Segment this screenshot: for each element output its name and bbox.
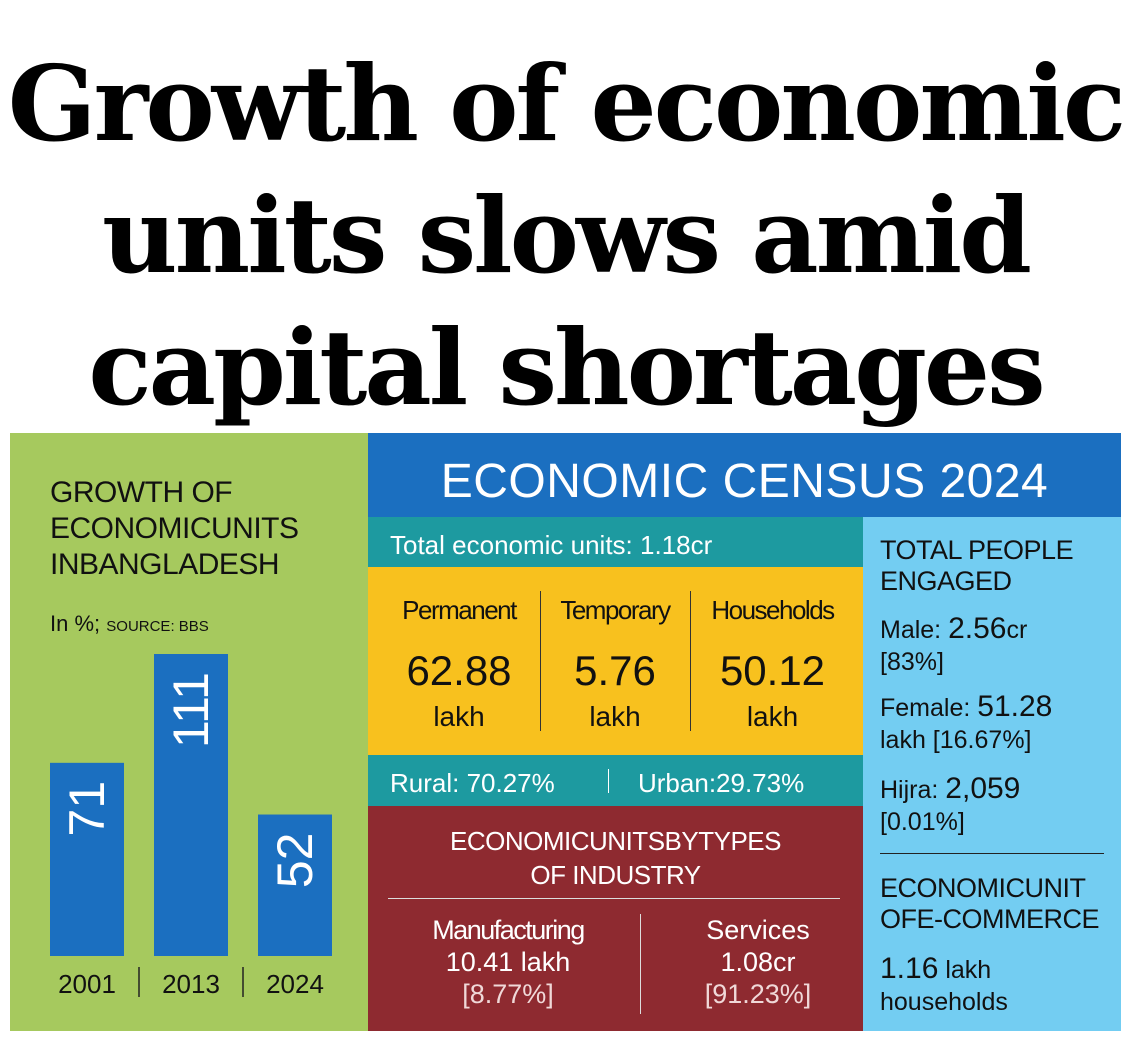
people-title-line-1: TOTAL PEOPLE bbox=[880, 535, 1074, 565]
bar-2013 bbox=[154, 654, 228, 956]
industry-manufacturing: Manufacturing 10.41 lakh [8.77%] bbox=[388, 914, 628, 1010]
industry-value: 10.41 lakh bbox=[445, 947, 571, 977]
industry-rule bbox=[388, 898, 840, 899]
headline-line-1: Growth of economic bbox=[7, 42, 1126, 165]
industry-title: ECONOMICUNITSBYTYPES OF INDUSTRY bbox=[368, 824, 863, 892]
chart-title-line-3: INBANGLADESH bbox=[50, 548, 280, 581]
type-temporary: Temporary 5.76 lakh bbox=[540, 567, 690, 755]
female-pct: lakh [16.67%] bbox=[880, 726, 1032, 754]
type-label: Permanent bbox=[402, 595, 517, 625]
hijra-value: 2,059 bbox=[945, 772, 1021, 805]
chart-title-line-1: GROWTH OF bbox=[50, 476, 233, 509]
rural-share: Rural: 70.27% bbox=[390, 768, 555, 798]
chart-title: GROWTH OF ECONOMICUNITS INBANGLADESH bbox=[50, 475, 350, 583]
type-households: Households 50.12 lakh bbox=[690, 567, 855, 755]
bar-chart: 71 2001 111 2013 52 2024 bbox=[50, 654, 332, 999]
ecom-title: ECONOMICUNIT OFE-COMMERCE bbox=[880, 873, 1100, 935]
type-label: Households bbox=[711, 595, 835, 625]
industry-value: 1.08cr bbox=[720, 947, 796, 977]
type-permanent: Permanent 62.88 lakh bbox=[378, 567, 540, 755]
ecom-unit: lakh bbox=[945, 956, 992, 984]
ecom-households: households bbox=[880, 988, 1008, 1016]
industry-pct: [91.23%] bbox=[704, 979, 812, 1009]
type-unit: lakh bbox=[433, 701, 485, 732]
growth-chart-panel: GROWTH OF ECONOMICUNITS INBANGLADESH In … bbox=[10, 433, 368, 1031]
industry-box: ECONOMICUNITSBYTYPES OF INDUSTRY Manufac… bbox=[368, 806, 863, 1031]
industry-label: Manufacturing bbox=[432, 915, 585, 945]
people-title: TOTAL PEOPLE ENGAGED bbox=[880, 535, 1074, 597]
type-value: 62.88 bbox=[406, 647, 512, 694]
industry-services: Services 1.08cr [91.23%] bbox=[668, 914, 848, 1010]
x-tick-label: 2001 bbox=[58, 969, 116, 999]
headline-line-3: capital shortages bbox=[88, 306, 1045, 429]
male-value: 2.56 bbox=[948, 612, 1007, 645]
industry-title-line-1: ECONOMICUNITSBYTYPES bbox=[450, 826, 781, 856]
female-label: Female: bbox=[880, 694, 971, 722]
bar-2024 bbox=[258, 814, 332, 956]
male-label: Male: bbox=[880, 616, 942, 644]
male-pct: [83%] bbox=[880, 648, 944, 676]
bar-value-label: 52 bbox=[267, 833, 323, 889]
people-title-line-2: ENGAGED bbox=[880, 566, 1012, 596]
people-panel: TOTAL PEOPLE ENGAGED Male: 2.56cr [83%] … bbox=[863, 517, 1121, 1031]
type-value: 50.12 bbox=[719, 647, 826, 694]
bar-2001 bbox=[50, 762, 124, 956]
ecom-value: 1.16 bbox=[880, 952, 939, 985]
male-unit: cr bbox=[1006, 616, 1028, 644]
type-value: 5.76 bbox=[574, 647, 656, 694]
rural-urban-bar: Rural: 70.27% Urban:29.73% bbox=[368, 755, 863, 806]
headline: Growth of economic units slows amid capi… bbox=[0, 38, 1131, 434]
ecom-row: 1.16 lakh households bbox=[880, 953, 1008, 1018]
chart-source: SOURCE: BBS bbox=[106, 618, 209, 635]
x-tick-label: 2024 bbox=[266, 969, 324, 999]
male-row: Male: 2.56cr [83%] bbox=[880, 613, 1027, 678]
female-value: 51.28 bbox=[977, 690, 1053, 723]
total-units: Total economic units: 1.18cr bbox=[368, 517, 863, 567]
industry-title-line-2: OF INDUSTRY bbox=[530, 860, 701, 890]
hijra-row: Hijra: 2,059 [0.01%] bbox=[880, 773, 1020, 838]
female-row: Female: 51.28 lakh [16.67%] bbox=[880, 691, 1052, 756]
industry-divider bbox=[640, 914, 641, 1014]
unit-types-box: Permanent 62.88 lakh Temporary 5.76 lakh… bbox=[368, 567, 863, 755]
census-heading: ECONOMIC CENSUS 2024 bbox=[368, 433, 1121, 517]
bar-value-label: 71 bbox=[59, 781, 115, 837]
headline-line-2: units slows amid bbox=[102, 174, 1032, 297]
type-label: Temporary bbox=[560, 595, 671, 625]
industry-pct: [8.77%] bbox=[462, 979, 554, 1009]
type-unit: lakh bbox=[746, 701, 799, 732]
ecom-title-line-1: ECONOMICUNIT bbox=[880, 873, 1086, 903]
hijra-label: Hijra: bbox=[880, 776, 939, 804]
industry-label: Services bbox=[706, 915, 810, 945]
type-divider bbox=[690, 591, 691, 731]
type-divider bbox=[540, 591, 541, 731]
chart-subtitle: In %; SOURCE: BBS bbox=[50, 611, 209, 637]
hijra-pct: [0.01%] bbox=[880, 808, 965, 836]
chart-title-line-2: ECONOMICUNITS bbox=[50, 512, 299, 545]
chart-unit-label: In %; bbox=[50, 611, 101, 636]
people-rule bbox=[880, 853, 1104, 854]
ecom-title-line-2: OFE-COMMERCE bbox=[880, 904, 1100, 934]
type-unit: lakh bbox=[589, 701, 641, 732]
bar-value-label: 111 bbox=[163, 672, 219, 748]
x-tick-label: 2013 bbox=[162, 969, 220, 999]
rural-urban-divider bbox=[608, 769, 609, 793]
urban-share: Urban:29.73% bbox=[638, 768, 805, 798]
